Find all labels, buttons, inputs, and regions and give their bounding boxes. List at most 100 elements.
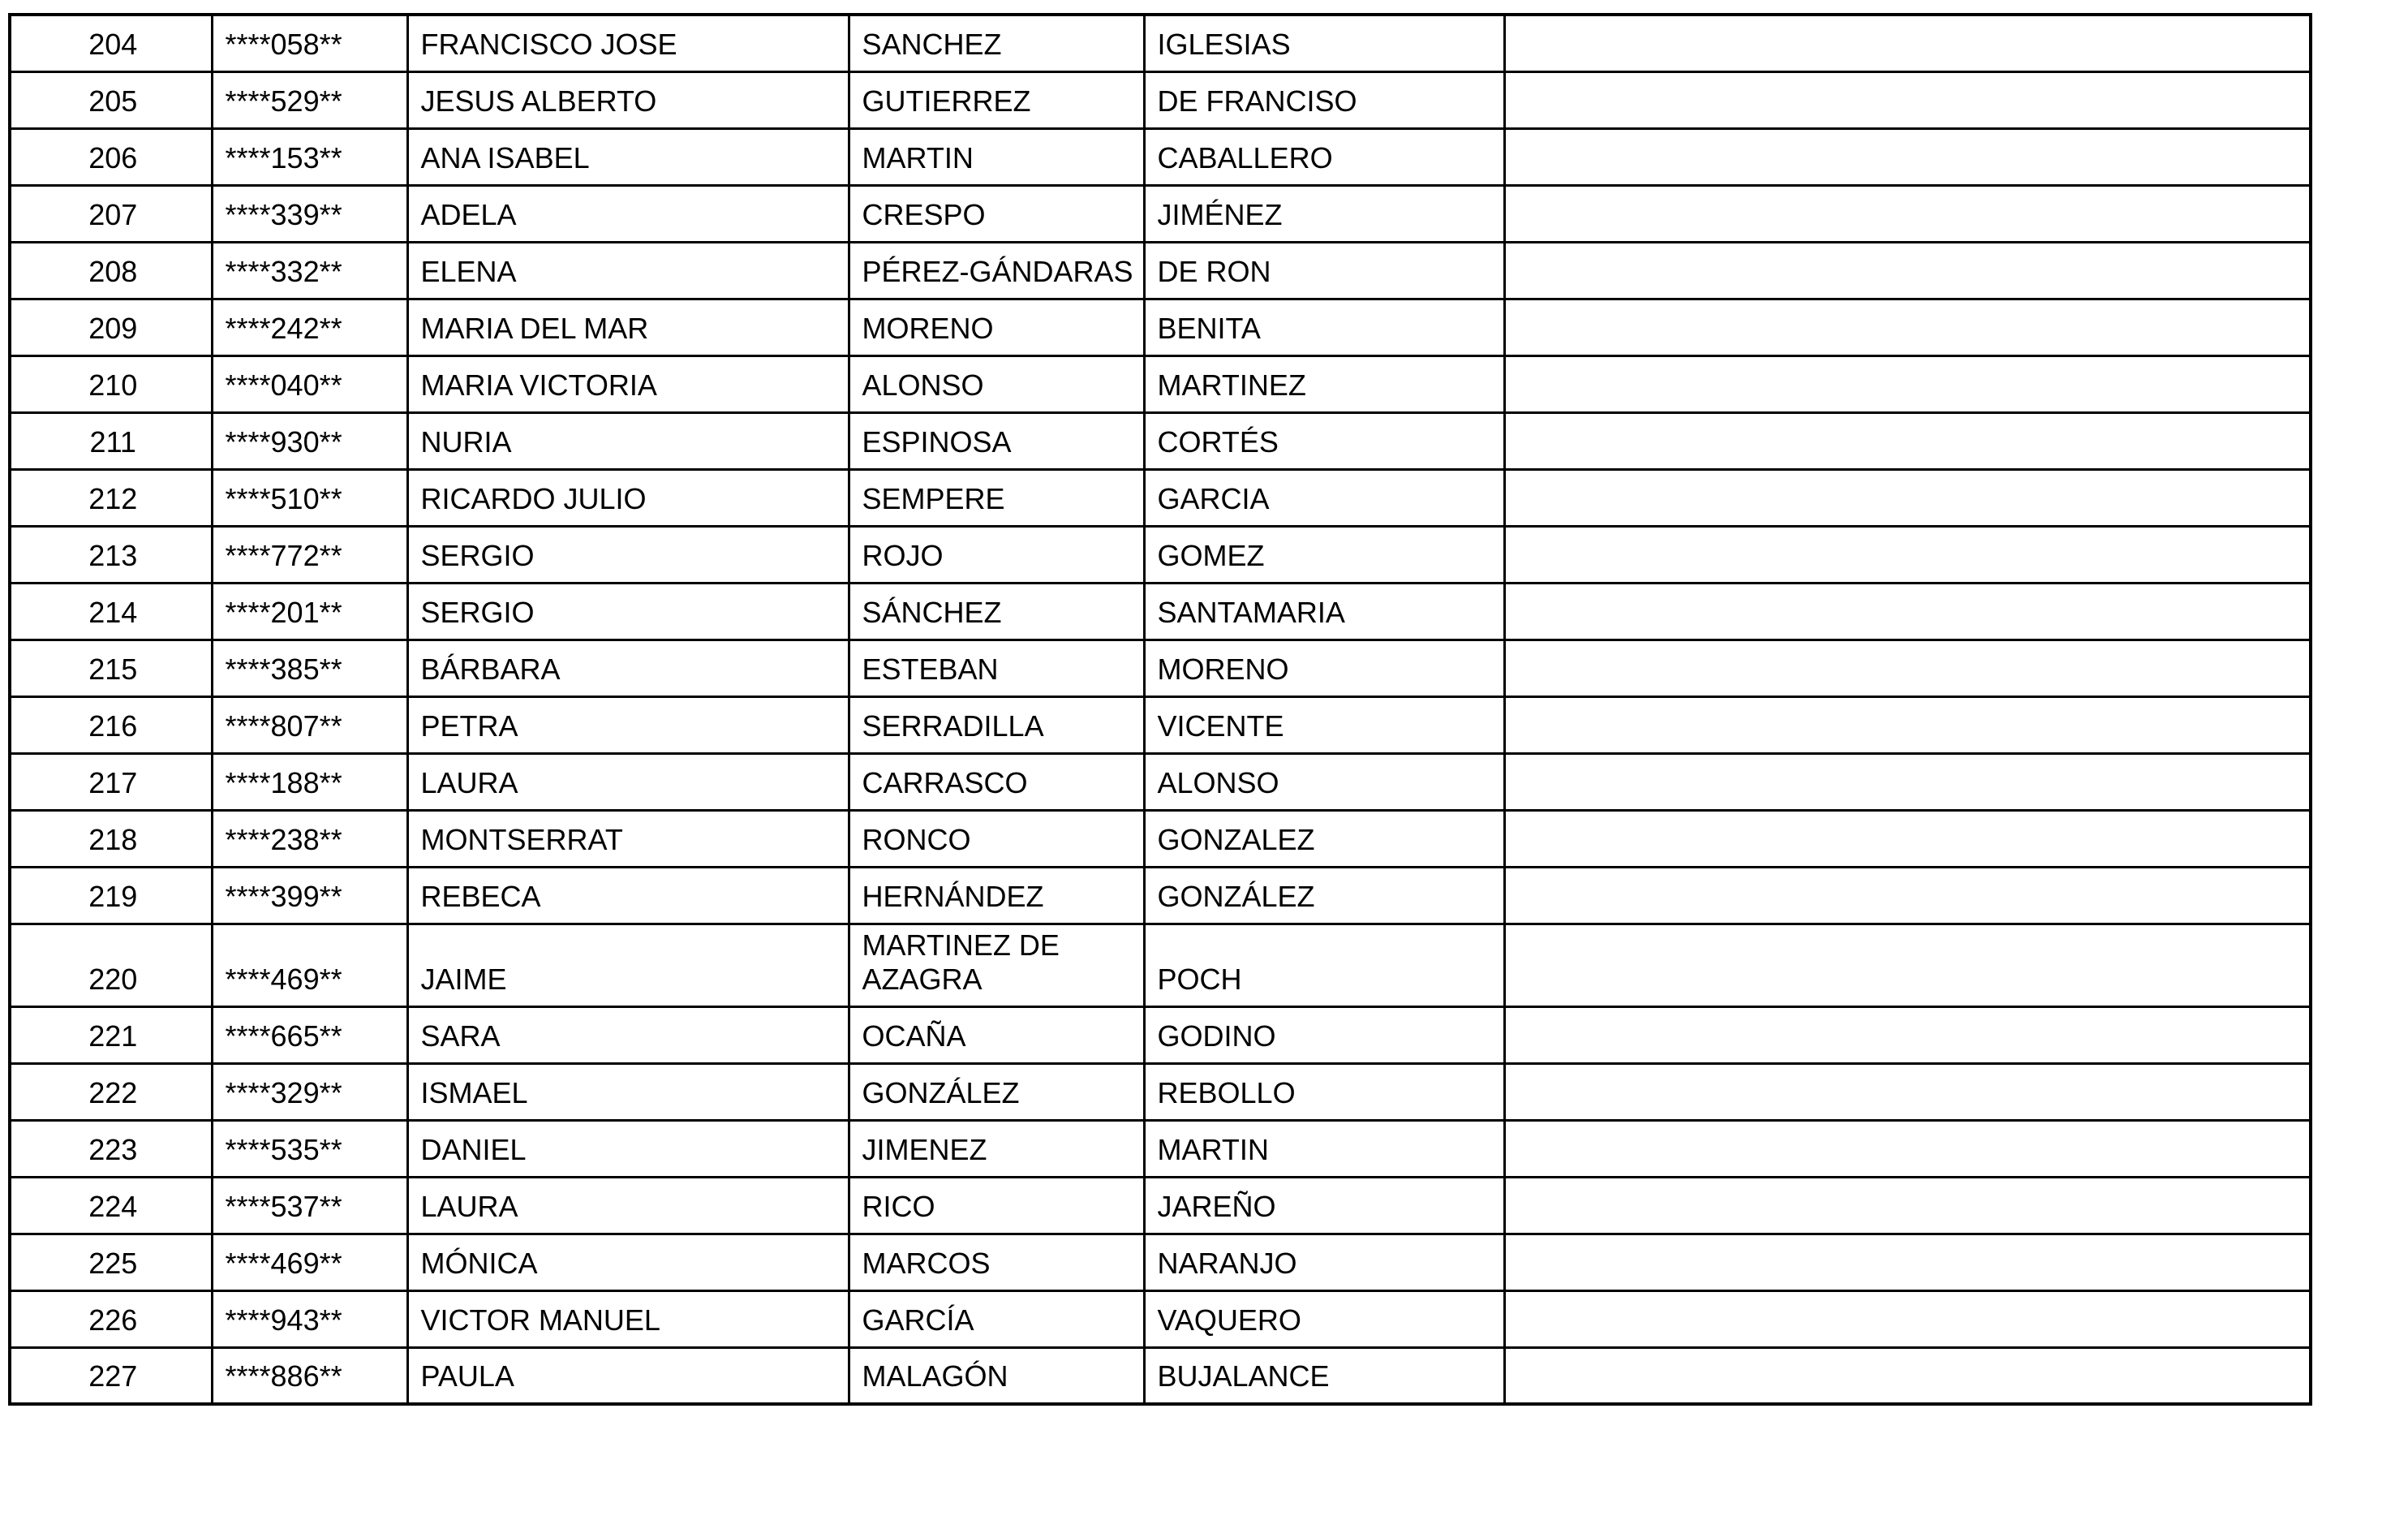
first-name-cell: SERGIO bbox=[406, 581, 850, 641]
empty-cell bbox=[1503, 127, 2312, 187]
applicants-table: 204 ****058** FRANCISCO JOSE SANCHEZ IGL… bbox=[8, 13, 2312, 1406]
first-surname-cell: ESTEBAN bbox=[847, 638, 1146, 698]
masked-id-cell: ****537** bbox=[210, 1175, 409, 1235]
empty-cell bbox=[1503, 922, 2312, 1008]
empty-cell bbox=[1503, 411, 2312, 471]
masked-id-cell: ****238** bbox=[210, 808, 409, 868]
empty-cell bbox=[1503, 1062, 2312, 1122]
first-surname-cell: ESPINOSA bbox=[847, 411, 1146, 471]
empty-cell bbox=[1503, 695, 2312, 755]
second-surname-cell: REBOLLO bbox=[1142, 1062, 1506, 1122]
row-number-cell: 205 bbox=[8, 70, 213, 130]
first-surname-cell: GUTIERREZ bbox=[847, 70, 1146, 130]
table-row: 217 ****188** LAURA CARRASCO ALONSO bbox=[8, 752, 2312, 812]
first-name-cell: PAULA bbox=[406, 1346, 850, 1406]
second-surname-cell: DE RON bbox=[1142, 240, 1506, 300]
empty-cell bbox=[1503, 865, 2312, 925]
first-surname-cell: ALONSO bbox=[847, 354, 1146, 414]
first-name-cell: FRANCISCO JOSE bbox=[406, 13, 850, 73]
first-surname-cell: RONCO bbox=[847, 808, 1146, 868]
second-surname-cell: BENITA bbox=[1142, 297, 1506, 357]
table-row: 208 ****332** ELENA PÉREZ-GÁNDARAS DE RO… bbox=[8, 240, 2312, 300]
table-row: 221 ****665** SARA OCAÑA GODINO bbox=[8, 1005, 2312, 1065]
table-row: 211 ****930** NURIA ESPINOSA CORTÉS bbox=[8, 411, 2312, 471]
empty-cell bbox=[1503, 354, 2312, 414]
row-number-cell: 225 bbox=[8, 1232, 213, 1292]
first-surname-cell: GARCÍA bbox=[847, 1289, 1146, 1349]
masked-id-cell: ****772** bbox=[210, 524, 409, 584]
table-row: 226 ****943** VICTOR MANUEL GARCÍA VAQUE… bbox=[8, 1289, 2312, 1349]
first-name-cell: LAURA bbox=[406, 1175, 850, 1235]
first-name-cell: SARA bbox=[406, 1005, 850, 1065]
second-surname-cell: ALONSO bbox=[1142, 752, 1506, 812]
table-row: 218 ****238** MONTSERRAT RONCO GONZALEZ bbox=[8, 808, 2312, 868]
first-name-cell: ISMAEL bbox=[406, 1062, 850, 1122]
second-surname-cell: CORTÉS bbox=[1142, 411, 1506, 471]
second-surname-cell: NARANJO bbox=[1142, 1232, 1506, 1292]
table-row: 210 ****040** MARIA VICTORIA ALONSO MART… bbox=[8, 354, 2312, 414]
first-name-cell: JESUS ALBERTO bbox=[406, 70, 850, 130]
row-number-cell: 213 bbox=[8, 524, 213, 584]
masked-id-cell: ****886** bbox=[210, 1346, 409, 1406]
second-surname-cell: JIMÉNEZ bbox=[1142, 183, 1506, 243]
second-surname-cell: GARCIA bbox=[1142, 467, 1506, 528]
second-surname-cell: MARTINEZ bbox=[1142, 354, 1506, 414]
table-row: 206 ****153** ANA ISABEL MARTIN CABALLER… bbox=[8, 127, 2312, 187]
empty-cell bbox=[1503, 183, 2312, 243]
masked-id-cell: ****529** bbox=[210, 70, 409, 130]
empty-cell bbox=[1503, 808, 2312, 868]
row-number-cell: 212 bbox=[8, 467, 213, 528]
applicants-table-body: 204 ****058** FRANCISCO JOSE SANCHEZ IGL… bbox=[8, 13, 2312, 1406]
table-row: 215 ****385** BÁRBARA ESTEBAN MORENO bbox=[8, 638, 2312, 698]
masked-id-cell: ****535** bbox=[210, 1118, 409, 1178]
first-name-cell: REBECA bbox=[406, 865, 850, 925]
second-surname-cell: SANTAMARIA bbox=[1142, 581, 1506, 641]
table-row: 214 ****201** SERGIO SÁNCHEZ SANTAMARIA bbox=[8, 581, 2312, 641]
row-number-cell: 221 bbox=[8, 1005, 213, 1065]
masked-id-cell: ****665** bbox=[210, 1005, 409, 1065]
table-row: 209 ****242** MARIA DEL MAR MORENO BENIT… bbox=[8, 297, 2312, 357]
first-name-cell: NURIA bbox=[406, 411, 850, 471]
first-name-cell: RICARDO JULIO bbox=[406, 467, 850, 528]
row-number-cell: 214 bbox=[8, 581, 213, 641]
table-row: 204 ****058** FRANCISCO JOSE SANCHEZ IGL… bbox=[8, 13, 2312, 73]
masked-id-cell: ****188** bbox=[210, 752, 409, 812]
first-name-cell: LAURA bbox=[406, 752, 850, 812]
empty-cell bbox=[1503, 1289, 2312, 1349]
row-number-cell: 215 bbox=[8, 638, 213, 698]
second-surname-cell: GOMEZ bbox=[1142, 524, 1506, 584]
first-surname-cell: HERNÁNDEZ bbox=[847, 865, 1146, 925]
first-surname-cell: GONZÁLEZ bbox=[847, 1062, 1146, 1122]
row-number-cell: 223 bbox=[8, 1118, 213, 1178]
first-surname-cell: CARRASCO bbox=[847, 752, 1146, 812]
first-surname-cell: MARTINEZ DE AZAGRA bbox=[847, 922, 1146, 1008]
first-name-cell: BÁRBARA bbox=[406, 638, 850, 698]
empty-cell bbox=[1503, 524, 2312, 584]
second-surname-cell: BUJALANCE bbox=[1142, 1346, 1506, 1406]
masked-id-cell: ****339** bbox=[210, 183, 409, 243]
first-surname-cell: MARTIN bbox=[847, 127, 1146, 187]
second-surname-cell: CABALLERO bbox=[1142, 127, 1506, 187]
row-number-cell: 218 bbox=[8, 808, 213, 868]
table-row: 227 ****886** PAULA MALAGÓN BUJALANCE bbox=[8, 1346, 2312, 1406]
first-surname-cell: CRESPO bbox=[847, 183, 1146, 243]
first-surname-cell: JIMENEZ bbox=[847, 1118, 1146, 1178]
empty-cell bbox=[1503, 638, 2312, 698]
first-name-cell: MÓNICA bbox=[406, 1232, 850, 1292]
first-name-cell: ELENA bbox=[406, 240, 850, 300]
second-surname-cell: IGLESIAS bbox=[1142, 13, 1506, 73]
empty-cell bbox=[1503, 581, 2312, 641]
row-number-cell: 210 bbox=[8, 354, 213, 414]
first-name-cell: MONTSERRAT bbox=[406, 808, 850, 868]
row-number-cell: 216 bbox=[8, 695, 213, 755]
first-name-cell: SERGIO bbox=[406, 524, 850, 584]
empty-cell bbox=[1503, 1005, 2312, 1065]
second-surname-cell: MORENO bbox=[1142, 638, 1506, 698]
row-number-cell: 224 bbox=[8, 1175, 213, 1235]
masked-id-cell: ****332** bbox=[210, 240, 409, 300]
row-number-cell: 211 bbox=[8, 411, 213, 471]
masked-id-cell: ****469** bbox=[210, 922, 409, 1008]
first-name-cell: ANA ISABEL bbox=[406, 127, 850, 187]
first-surname-cell: PÉREZ-GÁNDARAS bbox=[847, 240, 1146, 300]
